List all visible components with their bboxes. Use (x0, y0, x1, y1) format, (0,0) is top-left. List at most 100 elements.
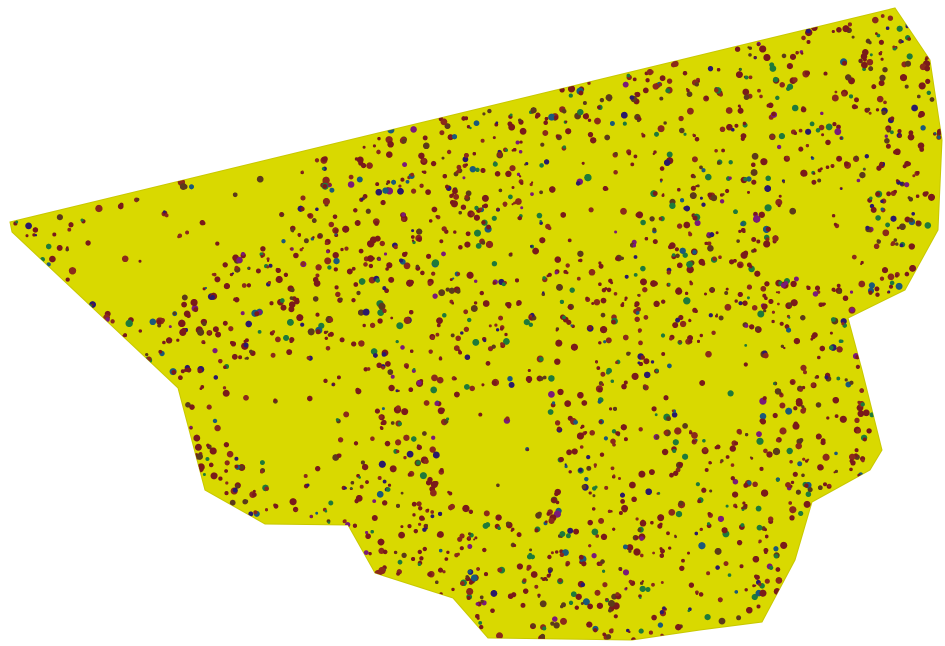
tree-marker (659, 75, 666, 82)
tree-marker (831, 94, 839, 102)
tree-marker (600, 559, 605, 564)
tree-marker (681, 558, 685, 563)
tree-marker (191, 305, 199, 313)
tree-marker (842, 25, 850, 33)
tree-marker (744, 75, 749, 80)
tree-marker (874, 286, 880, 292)
tree-marker (275, 268, 281, 273)
tree-marker (293, 252, 299, 259)
tree-marker (448, 287, 455, 294)
tree-marker (438, 567, 443, 573)
tree-marker (400, 212, 406, 219)
tree-marker (582, 598, 590, 606)
tree-marker (449, 200, 458, 208)
tree-marker (446, 417, 450, 421)
tree-marker (224, 469, 228, 473)
tree-marker (753, 248, 757, 253)
tree-marker (771, 310, 775, 314)
tree-marker (744, 588, 748, 592)
tree-marker (825, 165, 830, 169)
tree-marker (420, 270, 425, 276)
tree-marker (467, 569, 474, 575)
tree-marker (482, 547, 487, 553)
tree-marker (683, 221, 691, 229)
tree-marker (528, 322, 533, 327)
tree-marker (501, 282, 506, 287)
tree-marker (453, 345, 460, 352)
tree-marker (915, 220, 922, 227)
tree-marker (624, 437, 628, 442)
tree-marker (479, 624, 484, 630)
tree-marker (431, 435, 436, 440)
tree-marker (403, 262, 411, 270)
tree-marker (887, 116, 895, 124)
tree-marker (189, 184, 194, 190)
tree-marker (206, 404, 212, 410)
tree-marker (936, 134, 942, 140)
tree-marker (478, 412, 483, 417)
tree-marker (436, 376, 444, 384)
tree-marker (496, 328, 500, 332)
tree-marker (539, 376, 544, 381)
tree-marker (749, 456, 754, 460)
tree-marker (734, 299, 738, 303)
tree-marker (702, 439, 706, 443)
tree-marker (390, 374, 395, 379)
tree-marker (32, 227, 39, 233)
tree-marker (679, 247, 686, 254)
tree-marker (651, 582, 655, 587)
tree-marker (46, 243, 52, 250)
tree-marker (397, 559, 403, 565)
tree-marker (651, 406, 657, 412)
tree-marker (416, 501, 422, 507)
tree-marker (478, 621, 483, 625)
tree-marker (613, 406, 617, 411)
tree-marker (397, 188, 404, 195)
tree-marker (400, 177, 405, 182)
tree-marker (771, 319, 775, 324)
tree-marker (643, 358, 650, 365)
tree-marker (764, 204, 772, 212)
tree-marker (270, 352, 276, 358)
tree-marker (716, 159, 723, 165)
tree-marker (337, 375, 341, 380)
tree-marker (473, 536, 478, 541)
tree-marker (818, 485, 823, 491)
tree-marker (427, 278, 434, 287)
tree-marker (644, 237, 649, 241)
tree-marker (186, 367, 192, 373)
tree-marker (677, 187, 681, 192)
tree-marker (359, 484, 364, 489)
tree-marker (582, 101, 587, 105)
tree-marker (740, 133, 747, 139)
tree-marker (699, 380, 706, 386)
tree-marker (380, 426, 384, 430)
tree-marker (567, 303, 574, 310)
tree-marker (615, 431, 621, 436)
tree-marker (492, 136, 496, 140)
tree-marker (657, 125, 665, 133)
tree-marker (624, 274, 629, 279)
tree-marker (491, 378, 499, 387)
tree-marker (388, 276, 395, 283)
tree-marker (561, 145, 567, 151)
tree-marker (555, 500, 560, 505)
tree-marker (178, 375, 183, 381)
tree-marker (736, 615, 742, 621)
tree-marker (442, 174, 447, 179)
tree-marker (605, 337, 612, 344)
tree-marker (303, 483, 310, 489)
tree-marker (707, 66, 714, 72)
tree-marker (610, 379, 614, 383)
tree-marker (633, 273, 638, 277)
tree-marker (754, 270, 761, 277)
tree-marker (539, 600, 547, 608)
tree-marker (363, 550, 369, 555)
tree-marker (480, 138, 485, 143)
tree-marker (577, 109, 584, 116)
tree-marker (860, 260, 864, 266)
tree-marker (638, 340, 643, 346)
tree-marker (672, 60, 679, 67)
tree-marker (265, 508, 268, 512)
tree-marker (586, 455, 591, 460)
